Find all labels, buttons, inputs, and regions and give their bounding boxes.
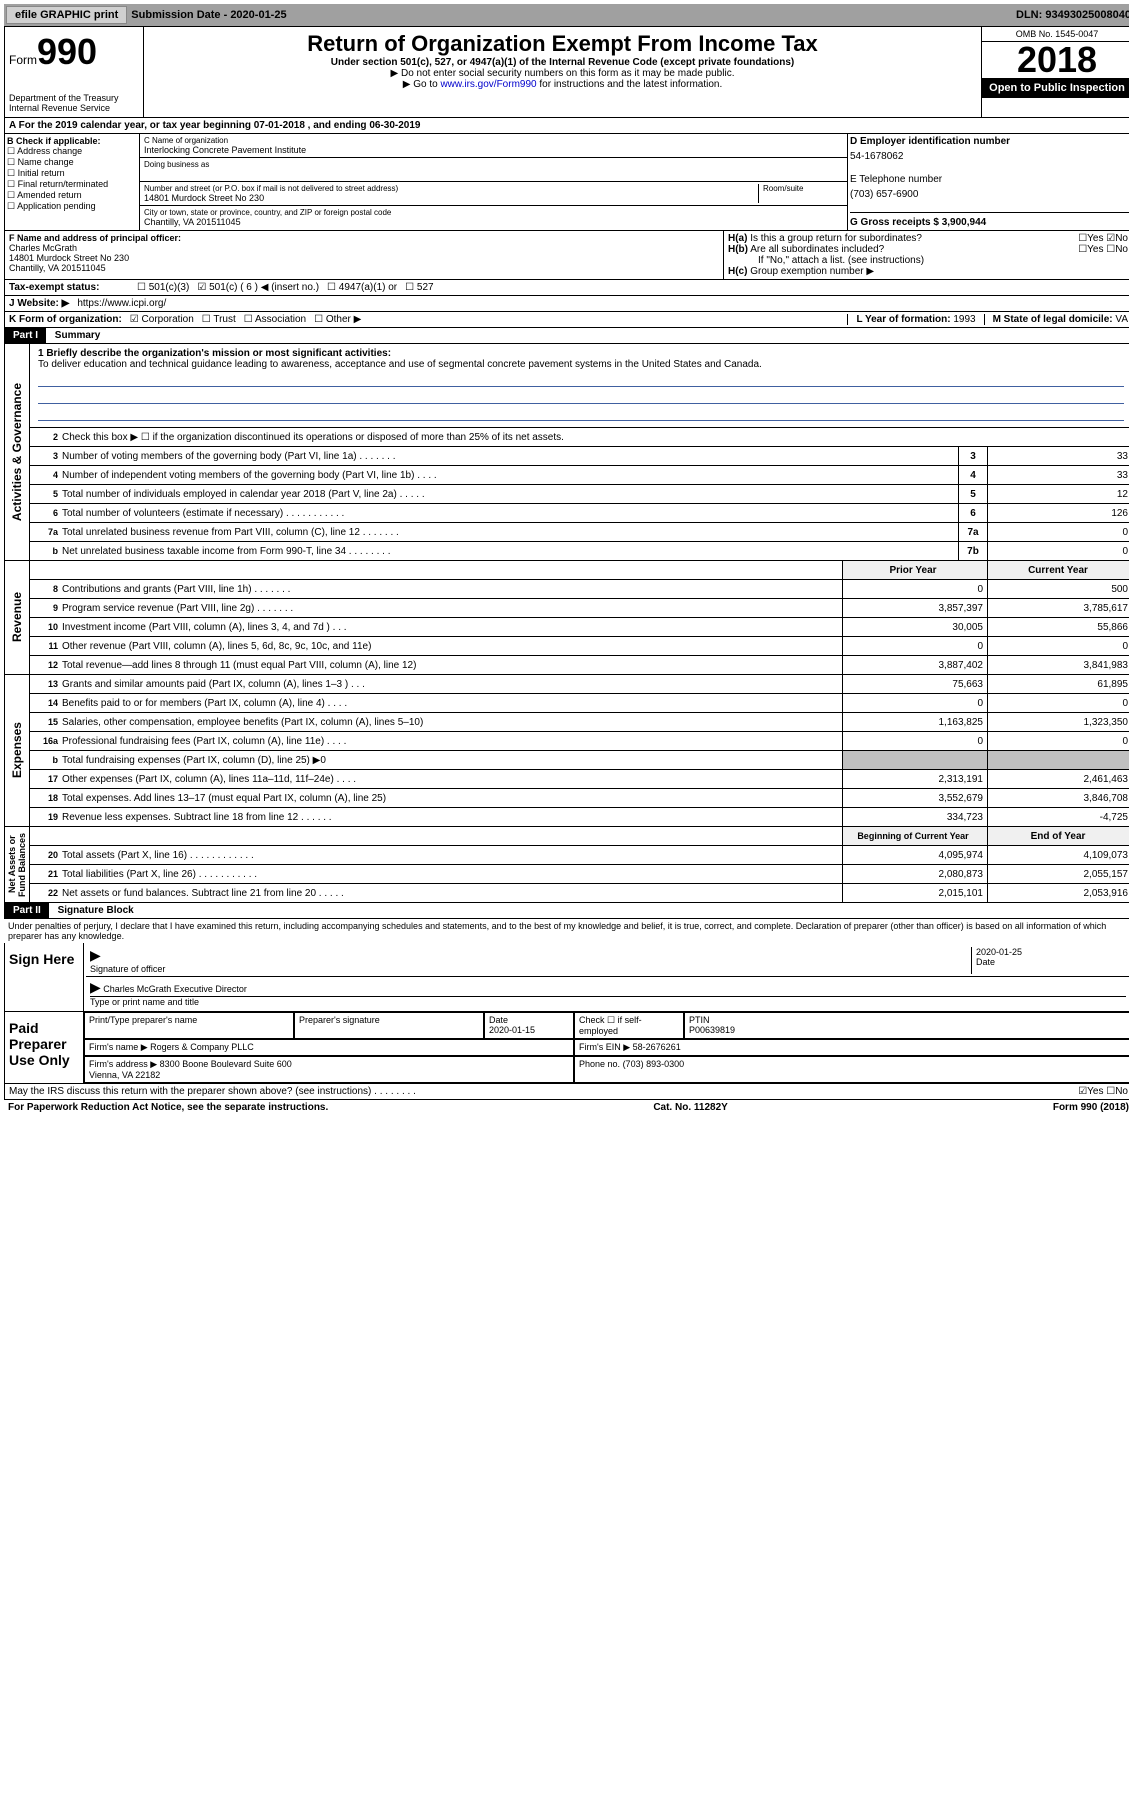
sidebar-expenses: Expenses [10,722,24,778]
city-state-zip: Chantilly, VA 201511045 [144,217,843,227]
paperwork-notice: For Paperwork Reduction Act Notice, see … [8,1102,328,1113]
box-b-label: B Check if applicable: [7,136,137,146]
ein-label: D Employer identification number [850,136,1129,147]
cat-number: Cat. No. 11282Y [653,1102,727,1113]
submission-date: Submission Date - 2020-01-25 [131,9,286,21]
city-label: City or town, state or province, country… [144,208,843,217]
tax-year: 2018 [982,42,1129,78]
instruction-2: ▶ Go to www.irs.gov/Form990 for instruct… [148,79,977,90]
mission-label: 1 Briefly describe the organization's mi… [38,348,391,359]
instruction-1: ▶ Do not enter social security numbers o… [148,68,977,79]
penalty-text: Under penalties of perjury, I declare th… [4,919,1129,943]
irs-link[interactable]: www.irs.gov/Form990 [440,79,536,90]
ein: 54-1678062 [850,151,1129,162]
dba-label: Doing business as [144,160,843,169]
street-address: 14801 Murdock Street No 230 [144,193,758,203]
top-bar: efile GRAPHIC print Submission Date - 20… [4,4,1129,26]
form-label: Form [9,53,37,67]
form-header: Form990 Department of the Treasury Inter… [4,26,1129,118]
name-label: C Name of organization [144,136,843,145]
department: Department of the Treasury Internal Reve… [9,93,139,113]
paid-preparer-section: Paid Preparer Use Only Print/Type prepar… [4,1012,1129,1084]
officer-signature-name: Charles McGrath Executive Director [103,984,247,994]
form-title: Return of Organization Exempt From Incom… [148,31,977,57]
sidebar-revenue: Revenue [10,592,24,642]
sign-here-label: Sign Here [5,943,83,1011]
part-2-header: Part II [5,903,49,918]
sidebar-net-assets: Net Assets or Fund Balances [7,827,27,902]
tel-label: E Telephone number [850,174,1129,185]
org-name: Interlocking Concrete Pavement Institute [144,145,843,155]
form-version: Form 990 (2018) [1053,1102,1129,1113]
mission-text: To deliver education and technical guida… [38,359,762,370]
discuss-row: May the IRS discuss this return with the… [4,1084,1129,1100]
paid-preparer-label: Paid Preparer Use Only [5,1012,83,1083]
gross-receipts: G Gross receipts $ 3,900,944 [850,212,1129,228]
website-url: https://www.icpi.org/ [77,298,166,309]
form-subtitle: Under section 501(c), 527, or 4947(a)(1)… [148,57,977,68]
tax-status-row: Tax-exempt status: ☐ 501(c)(3) ☑ 501(c) … [4,280,1129,296]
sidebar-governance: Activities & Governance [10,383,24,521]
org-form-row: K Form of organization: ☑ Corporation ☐ … [4,312,1129,328]
website-row: J Website: ▶ https://www.icpi.org/ [4,296,1129,312]
room-label: Room/suite [763,184,843,193]
sign-here-section: Sign Here ▶Signature of officer 2020-01-… [4,943,1129,1012]
part-1-title: Summary [49,328,107,343]
part-2-title: Signature Block [52,903,140,918]
officer-label: F Name and address of principal officer: [9,233,719,243]
open-inspection: Open to Public Inspection [982,78,1129,98]
footer: For Paperwork Reduction Act Notice, see … [4,1100,1129,1115]
addr-label: Number and street (or P.O. box if mail i… [144,184,758,193]
section-bcd: B Check if applicable: ☐ Address change … [4,134,1129,231]
part-1-header: Part I [5,328,46,343]
dln: DLN: 93493025008040 [1016,9,1129,21]
officer-name: Charles McGrath [9,243,719,253]
form-number: 990 [37,31,97,72]
efile-button[interactable]: efile GRAPHIC print [6,6,127,24]
row-a: A For the 2019 calendar year, or tax yea… [4,118,1129,134]
officer-addr: 14801 Murdock Street No 230 Chantilly, V… [9,253,719,273]
telephone: (703) 657-6900 [850,189,1129,200]
